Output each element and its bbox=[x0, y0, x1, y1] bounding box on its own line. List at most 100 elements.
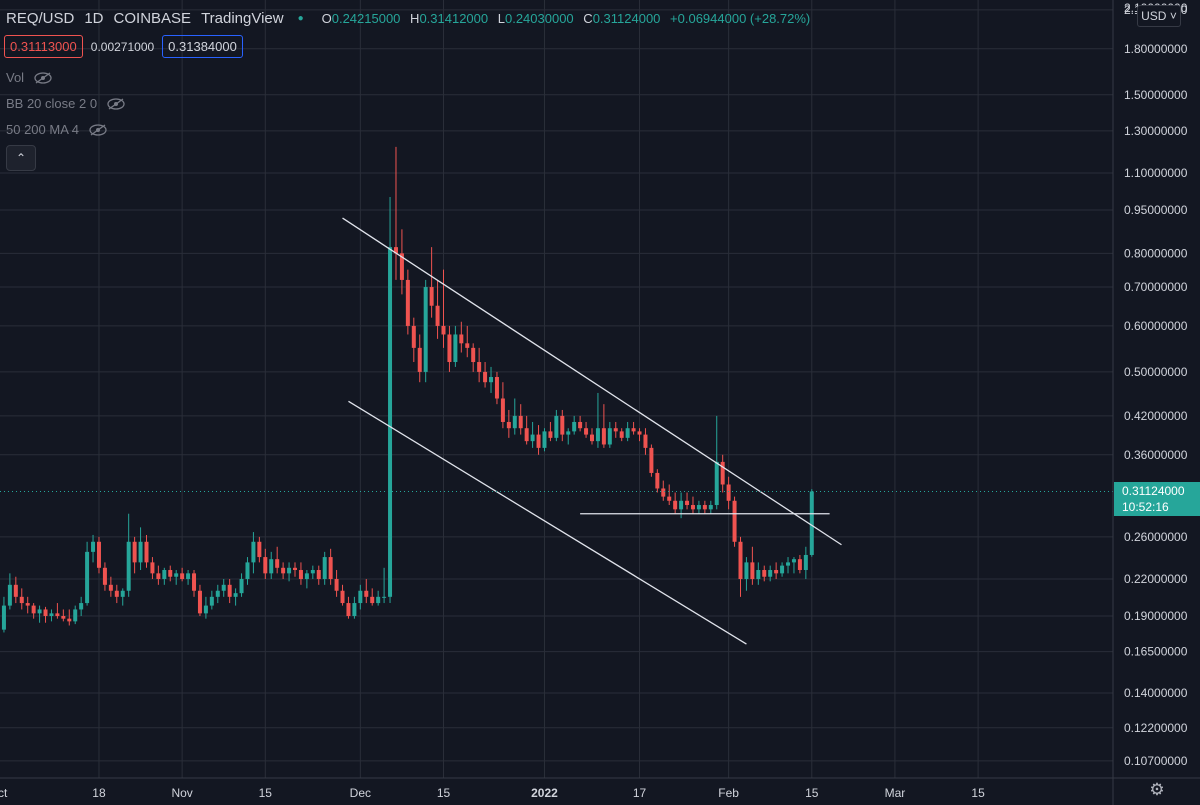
sell-price-button[interactable]: 0.31113000 bbox=[4, 35, 83, 58]
candle-body bbox=[595, 428, 600, 442]
candle-body bbox=[399, 253, 404, 280]
candle-body bbox=[584, 428, 589, 435]
candle-body bbox=[156, 573, 161, 580]
candle-body bbox=[679, 500, 684, 510]
candle-body bbox=[322, 557, 327, 580]
chevron-up-icon: ⌃ bbox=[15, 151, 27, 165]
price-tick-label: 0.95000000 bbox=[1124, 203, 1188, 217]
candle-body bbox=[483, 371, 488, 383]
candle-body bbox=[203, 605, 208, 614]
candle-body bbox=[625, 428, 630, 438]
candle-body bbox=[340, 590, 345, 604]
candle-body bbox=[750, 562, 755, 580]
candle-body bbox=[708, 505, 713, 510]
indicator-volume[interactable]: Vol bbox=[6, 70, 52, 85]
candle-body bbox=[613, 428, 618, 432]
candle-body bbox=[720, 461, 725, 485]
candle-body bbox=[732, 500, 737, 542]
time-tick-label: Nov bbox=[171, 786, 192, 800]
price-tick-label: 0.60000000 bbox=[1124, 319, 1188, 333]
low-label: L bbox=[497, 10, 505, 26]
candle-body bbox=[43, 609, 48, 616]
candle-body bbox=[465, 343, 470, 348]
time-tick-label: 15 bbox=[437, 786, 451, 800]
price-tick-label: 0.12200000 bbox=[1124, 721, 1188, 735]
price-tick-label: 0.14000000 bbox=[1124, 686, 1188, 700]
indicator-label: Vol bbox=[6, 70, 25, 85]
price-tick-label: 1.80000000 bbox=[1124, 42, 1188, 56]
candle-body bbox=[667, 496, 672, 501]
buy-price-button[interactable]: 0.31384000 bbox=[162, 35, 243, 58]
candle-body bbox=[673, 500, 678, 510]
time-tick-label: 15 bbox=[971, 786, 985, 800]
low-value: 0.24030000 bbox=[504, 10, 574, 26]
candle-body bbox=[239, 579, 244, 594]
candle-body bbox=[281, 567, 286, 574]
candle-body bbox=[96, 541, 101, 568]
candle-body bbox=[298, 570, 303, 580]
interval[interactable]: 1D bbox=[84, 9, 104, 27]
candle-body bbox=[649, 447, 654, 473]
last-price-label: 0.31124000 10:52:16 bbox=[1114, 482, 1200, 516]
candle-body bbox=[358, 590, 363, 604]
candle-body bbox=[572, 421, 577, 432]
candle-body bbox=[334, 579, 339, 591]
candle-body bbox=[138, 541, 143, 563]
bid-ask-row: 0.31113000 0.00271000 0.31384000 bbox=[4, 35, 243, 58]
candle-body bbox=[162, 570, 167, 580]
price-axis: 2.100000001.800000001.500000001.30000000… bbox=[1112, 0, 1188, 805]
time-tick-label: 18 bbox=[92, 786, 106, 800]
chart-legend: REQ/USD 1D COINBASE TradingView ● O0.242… bbox=[6, 8, 816, 28]
candle-body bbox=[310, 570, 315, 574]
candle-body bbox=[382, 596, 387, 598]
indicator-bollinger[interactable]: BB 20 close 2 0 bbox=[6, 96, 125, 111]
candles bbox=[1, 146, 814, 633]
high-label: H bbox=[410, 10, 420, 26]
indicator-ma[interactable]: 50 200 MA 4 bbox=[6, 122, 107, 137]
candle-body bbox=[797, 559, 802, 571]
candle-body bbox=[55, 613, 60, 616]
symbol-name[interactable]: REQ/USD bbox=[6, 9, 75, 27]
candle-body bbox=[25, 603, 30, 606]
candle-body bbox=[293, 567, 297, 571]
candle-body bbox=[316, 570, 321, 580]
eye-off-icon[interactable] bbox=[89, 123, 107, 136]
last-price-value: 0.31124000 bbox=[1122, 484, 1185, 498]
gear-icon[interactable]: ⚙ bbox=[1149, 780, 1165, 799]
candle-body bbox=[79, 603, 84, 610]
candle-body bbox=[756, 570, 761, 580]
candle-body bbox=[227, 584, 232, 597]
candle-body bbox=[13, 584, 18, 597]
candle-body bbox=[536, 434, 541, 448]
currency-select[interactable]: USD ˅ bbox=[1137, 5, 1181, 27]
candle-body bbox=[714, 461, 719, 506]
candle-body bbox=[186, 573, 191, 580]
candle-body bbox=[144, 541, 149, 563]
eye-off-icon[interactable] bbox=[34, 71, 52, 84]
candle-body bbox=[180, 573, 185, 580]
candle-body bbox=[643, 434, 648, 448]
candle-body bbox=[221, 584, 226, 591]
candle-body bbox=[275, 559, 280, 568]
price-tick-label: 0.42000000 bbox=[1124, 409, 1188, 423]
candle-body bbox=[471, 347, 476, 363]
candle-body bbox=[364, 590, 369, 597]
candle-body bbox=[168, 570, 173, 577]
candle-body bbox=[132, 541, 137, 563]
collapse-legend-button[interactable]: ⌃ bbox=[6, 145, 36, 171]
candle-body bbox=[120, 590, 125, 597]
candle-body bbox=[245, 562, 250, 580]
indicator-label: 50 200 MA 4 bbox=[6, 122, 79, 137]
candle-body bbox=[19, 596, 24, 604]
candle-body bbox=[233, 593, 238, 597]
open-label: O bbox=[321, 10, 332, 26]
eye-off-icon[interactable] bbox=[107, 97, 125, 110]
market-status-icon: ● bbox=[297, 12, 304, 24]
candle-body bbox=[388, 247, 393, 597]
candle-body bbox=[257, 541, 262, 558]
candle-body bbox=[702, 505, 707, 510]
candle-body bbox=[726, 484, 731, 501]
candle-body bbox=[542, 431, 547, 448]
source: TradingView bbox=[201, 9, 284, 27]
